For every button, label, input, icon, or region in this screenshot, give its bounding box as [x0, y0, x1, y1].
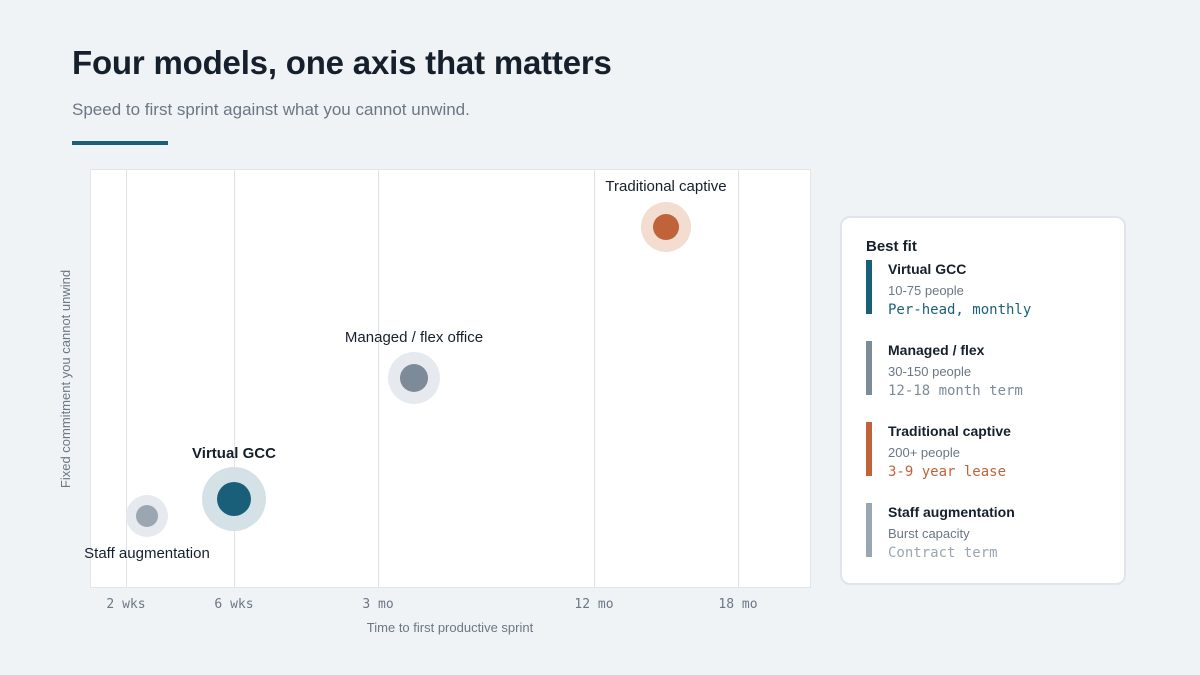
plot-area	[90, 169, 811, 588]
page-subtitle: Speed to first sprint against what you c…	[72, 100, 470, 119]
legend-item-staff-augmentation: Staff augmentation Burst capacity Contra…	[866, 503, 1106, 561]
legend-item-virtual-gcc: Virtual GCC 10-75 people Per-head, month…	[866, 260, 1106, 318]
legend-color-bar	[866, 341, 872, 395]
legend-item-term: 3-9 year lease	[888, 464, 1007, 480]
point-marker	[400, 364, 428, 392]
x-tick-label: 6 wks	[214, 597, 253, 612]
legend-item-name: Staff augmentation	[888, 504, 1015, 520]
point-staff-augmentation: Staff augmentation	[84, 495, 210, 562]
point-label: Managed / flex office	[345, 329, 483, 346]
x-tick-labels: 2 wks 6 wks 3 mo 12 mo 18 mo	[106, 597, 757, 612]
point-marker	[653, 214, 679, 240]
legend-title: Best fit	[866, 238, 917, 255]
legend-item-name: Managed / flex	[888, 342, 985, 358]
x-tick-label: 3 mo	[362, 597, 393, 612]
legend-color-bar	[866, 260, 872, 314]
legend-item-term: Per-head, monthly	[888, 302, 1032, 318]
point-marker	[136, 505, 158, 527]
point-virtual-gcc: Virtual GCC	[192, 445, 276, 531]
point-traditional-captive: Traditional captive	[605, 178, 727, 252]
x-axis-title: Time to first productive sprint	[367, 620, 534, 635]
legend-item-name: Virtual GCC	[888, 261, 967, 277]
point-managed-flex-office: Managed / flex office	[345, 329, 483, 404]
point-label: Virtual GCC	[192, 445, 276, 462]
best-fit-panel: Best fit Virtual GCC 10-75 people Per-he…	[840, 216, 1126, 585]
point-marker	[217, 482, 251, 516]
x-tick-label: 12 mo	[574, 597, 613, 612]
x-tick-label: 18 mo	[718, 597, 757, 612]
legend-item-term: Contract term	[888, 545, 998, 561]
legend-item-size: Burst capacity	[888, 526, 970, 541]
point-label: Staff augmentation	[84, 545, 210, 562]
x-tick-label: 2 wks	[106, 597, 145, 612]
legend-item-size: 200+ people	[888, 445, 960, 460]
legend-item-size: 10-75 people	[888, 283, 964, 298]
page-title: Four models, one axis that matters	[72, 44, 612, 81]
legend-item-managed-flex: Managed / flex 30-150 people 12-18 month…	[866, 341, 1106, 399]
data-points: Staff augmentation Virtual GCC Managed / f…	[84, 178, 726, 562]
legend-item-traditional-captive: Traditional captive 200+ people 3-9 year…	[866, 422, 1106, 480]
legend-color-bar	[866, 422, 872, 476]
accent-rule	[72, 141, 168, 145]
legend-color-bar	[866, 503, 872, 557]
y-axis-title: Fixed commitment you cannot unwind	[58, 270, 73, 488]
legend-item-size: 30-150 people	[888, 364, 972, 379]
legend-item-name: Traditional captive	[888, 423, 1011, 439]
legend-item-term: 12-18 month term	[888, 383, 1023, 399]
scatter-chart: 2 wks 6 wks 3 mo 12 mo 18 mo Time to first p…	[58, 169, 811, 635]
point-label: Traditional captive	[605, 178, 726, 195]
